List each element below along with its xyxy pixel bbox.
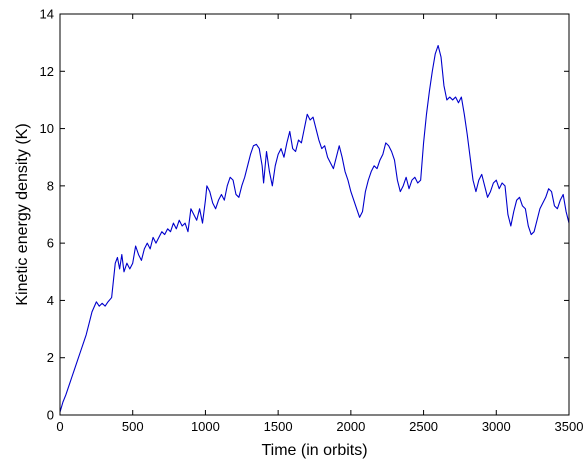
plot-area [60,14,569,415]
y-tick-label: 10 [40,121,54,136]
y-tick-label: 8 [47,178,54,193]
y-tick-label: 12 [40,64,54,79]
y-tick-label: 2 [47,350,54,365]
x-tick-label: 3000 [482,419,511,434]
y-tick-label: 6 [47,236,54,251]
x-axis: 0 500 1000 1500 2000 2500 3000 3500 [56,14,583,434]
series-layer [59,44,570,413]
x-tick-label: 500 [122,419,144,434]
y-axis: 0 2 4 6 8 10 12 14 [40,7,569,423]
axes-frame [59,13,570,416]
y-axis-label: Kinetic energy density (K) [14,123,31,305]
x-tick-label: 2000 [336,419,365,434]
x-tick-label: 1500 [264,419,293,434]
x-tick-label: 1000 [191,419,220,434]
series-line-0 [59,44,570,413]
x-tick-label: 3500 [555,419,584,434]
x-axis-label: Time (in orbits) [261,442,367,459]
y-tick-label: 0 [47,408,54,423]
x-tick-label: 0 [56,419,63,434]
y-tick-label: 4 [47,293,54,308]
y-tick-label: 14 [40,7,54,22]
x-tick-label: 2500 [409,419,438,434]
